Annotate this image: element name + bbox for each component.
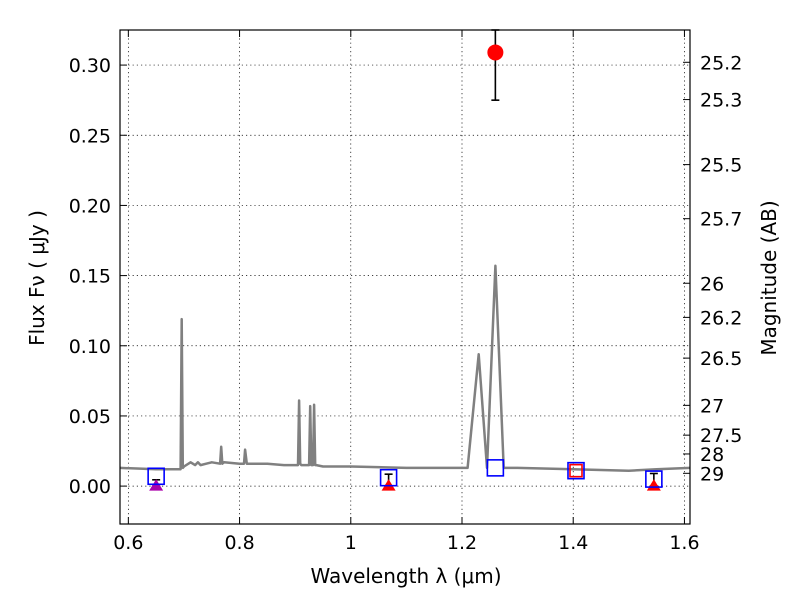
tick-labels: 0.6 0.8 1 1.2 1.4 1.6 0.00 0.05 0.10 0.15 0.20 0.25… xyxy=(69,52,743,554)
upper-limit-marker xyxy=(647,479,661,491)
right-tick-label: 25.3 xyxy=(700,90,742,112)
plot-frame xyxy=(120,30,690,524)
x-tick-label: 1.2 xyxy=(447,532,477,554)
y-tick-label: 0.10 xyxy=(69,336,111,358)
x-tick-label: 1.6 xyxy=(669,532,699,554)
right-tick-label: 25.5 xyxy=(700,155,742,177)
spectrum-line xyxy=(120,266,690,471)
right-tick-label: 25.2 xyxy=(700,52,742,74)
upper-limit-marker xyxy=(382,479,396,491)
y-tick-label: 0.30 xyxy=(69,55,111,77)
x-tick-label: 1.4 xyxy=(558,532,588,554)
y-tick-label: 0.20 xyxy=(69,195,111,217)
y-tick-label: 0.05 xyxy=(69,406,111,428)
x-tick-label: 0.8 xyxy=(224,532,254,554)
right-tick-label: 26 xyxy=(700,273,724,295)
y-axis-label-right: Magnitude (AB) xyxy=(757,200,781,355)
model-spectrum xyxy=(120,266,690,471)
right-tick-label: 26.2 xyxy=(700,307,742,329)
x-tick-label: 1 xyxy=(345,532,357,554)
axes xyxy=(120,30,690,524)
y-tick-label: 0.25 xyxy=(69,125,111,147)
grid xyxy=(120,30,690,524)
x-tick-label: 0.6 xyxy=(113,532,143,554)
right-tick-label: 27 xyxy=(700,395,724,417)
right-tick-label: 26.5 xyxy=(700,348,742,370)
right-tick-label: 29 xyxy=(700,463,724,485)
y-tick-label: 0.15 xyxy=(69,266,111,288)
right-tick-label: 25.7 xyxy=(700,209,742,231)
y-tick-label: 0.00 xyxy=(69,476,111,498)
model-photometry-square xyxy=(487,460,503,476)
detection-point xyxy=(487,44,503,60)
x-axis-label: Wavelength λ (μm) xyxy=(310,564,501,588)
y-axis-label: Flux Fν ( μJy ) xyxy=(25,210,49,346)
flux-chart: 0.6 0.8 1 1.2 1.4 1.6 0.00 0.05 0.10 0.15 0.20 0.25… xyxy=(0,0,800,600)
data-markers xyxy=(148,30,662,491)
